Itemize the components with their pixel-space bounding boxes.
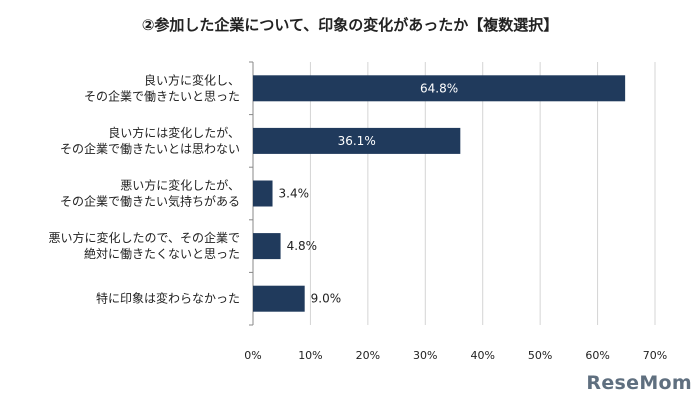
bar [253, 180, 273, 207]
x-tick-label: 40% [470, 349, 494, 362]
category-label: 絶対に働きたくないと思った [84, 246, 240, 261]
x-tick-label: 60% [585, 349, 609, 362]
category-label: 悪い方に変化したので、その企業で [48, 230, 240, 245]
bar-value-label: 9.0% [311, 292, 342, 306]
bar-value-label: 36.1% [338, 134, 376, 148]
category-label: 特に印象は変わらなかった [96, 291, 240, 306]
x-tick-label: 10% [298, 349, 322, 362]
category-label: 悪い方に変化したが、 [120, 178, 240, 193]
x-tick-label: 20% [356, 349, 380, 362]
bar [253, 127, 461, 154]
category-label: 良い方には変化したが、 [108, 125, 240, 140]
category-label: その企業で働きたいとは思わない [60, 141, 240, 156]
bar-value-label: 64.8% [420, 81, 458, 95]
bar [253, 75, 626, 102]
chart-title: ②参加した企業について、印象の変化があったか【複数選択】 [141, 16, 559, 34]
x-tick-label: 30% [413, 349, 437, 362]
x-tick-label: 50% [528, 349, 552, 362]
resemom-logo: ReseMom [586, 372, 692, 394]
x-tick-label: 70% [643, 349, 667, 362]
bar [253, 233, 281, 260]
bar [253, 285, 305, 312]
category-label: その企業で働きたい気持ちがある [60, 194, 240, 209]
bar-value-label: 4.8% [287, 239, 318, 253]
x-tick-label: 0% [244, 349, 261, 362]
category-label: 良い方に変化し、 [144, 72, 240, 87]
bar-value-label: 3.4% [279, 187, 310, 201]
category-label: その企業で働きたいと思った [84, 88, 240, 103]
